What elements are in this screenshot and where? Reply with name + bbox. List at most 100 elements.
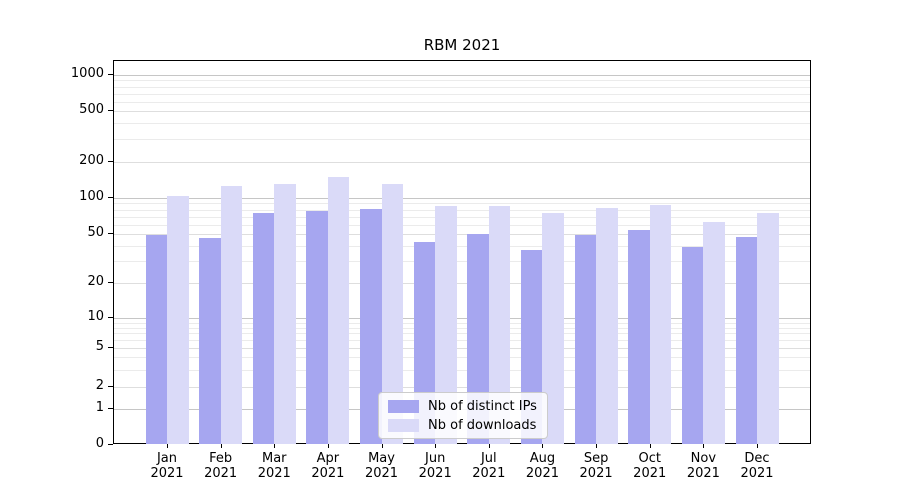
minor-gridline-40 [114, 245, 810, 247]
x-tick-label-dec: Dec 2021 [740, 451, 774, 481]
minor-gridline-90 [114, 203, 810, 205]
bar-downloads-jun [435, 205, 457, 444]
gridline-1000 [114, 75, 810, 76]
gridline-500 [114, 111, 810, 112]
y-tick-1000 [108, 74, 113, 75]
minor-gridline-80 [114, 209, 810, 211]
legend-item-downloads: Nb of downloads [388, 417, 537, 433]
x-tick-label-apr: Apr 2021 [311, 451, 345, 481]
x-tick-jan [167, 444, 168, 448]
x-tick-feb [220, 444, 222, 448]
x-tick-may [381, 444, 383, 448]
x-tick-sep [596, 444, 598, 448]
y-tick-label-50: 50 [87, 225, 104, 240]
minor-gridline-8 [114, 327, 810, 329]
bar-distinct-ips-sep [574, 235, 597, 444]
gridline-100 [114, 198, 810, 199]
x-tick-dec [757, 444, 758, 448]
minor-gridline-700 [114, 93, 810, 95]
bar-downloads-jul [488, 205, 511, 444]
x-tick-label-sep: Sep 2021 [579, 451, 613, 481]
x-tick-label-may: May 2021 [364, 451, 399, 481]
x-tick-apr [327, 444, 329, 448]
minor-gridline-70 [114, 216, 810, 218]
bar-downloads-jan [167, 196, 189, 444]
x-tick-label-mar: Mar 2021 [257, 451, 291, 481]
x-tick-mar [274, 444, 276, 448]
y-tick-100 [108, 197, 113, 198]
minor-gridline-300 [114, 139, 810, 141]
bar-downloads-aug [542, 212, 564, 444]
minor-gridline-400 [114, 123, 810, 125]
y-tick-10 [108, 317, 113, 318]
gridline-10 [114, 318, 810, 319]
legend-swatch-downloads [388, 418, 419, 432]
bar-downloads-feb [220, 186, 243, 444]
legend-label-distinct-ips: Nb of distinct IPs [428, 398, 537, 414]
y-tick-label-10: 10 [87, 309, 104, 324]
legend: Nb of distinct IPs Nb of downloads [378, 392, 548, 439]
bar-downloads-oct [649, 205, 672, 444]
minor-gridline-9 [114, 322, 810, 324]
x-tick-jun [435, 444, 437, 448]
x-tick-aug [542, 444, 544, 448]
bar-distinct-ips-oct [628, 230, 650, 444]
x-tick-nov [703, 444, 705, 448]
minor-gridline-3 [114, 369, 810, 371]
minor-gridline-900 [114, 80, 810, 82]
minor-gridline-800 [114, 86, 810, 88]
y-tick-20 [108, 282, 113, 283]
x-tick-jul [488, 444, 490, 448]
plot-area [113, 60, 811, 444]
x-tick-label-oct: Oct 2021 [633, 451, 667, 481]
bar-distinct-ips-nov [681, 247, 704, 444]
gridline-200 [114, 162, 810, 163]
y-tick-label-100: 100 [79, 189, 104, 204]
legend-swatch-distinct-ips [388, 399, 419, 413]
y-tick-label-200: 200 [79, 153, 104, 168]
gridline-5 [114, 348, 810, 349]
minor-gridline-600 [114, 101, 810, 103]
y-tick-label-500: 500 [79, 102, 104, 117]
x-tick-label-feb: Feb 2021 [204, 451, 238, 481]
bar-distinct-ips-mar [252, 212, 275, 444]
bar-downloads-sep [596, 208, 618, 444]
minor-gridline-30 [114, 261, 810, 263]
x-tick-oct [649, 444, 651, 448]
minor-gridline-7 [114, 333, 810, 335]
legend-item-distinct-ips: Nb of distinct IPs [388, 398, 537, 414]
x-tick-label-nov: Nov 2021 [686, 451, 720, 481]
y-tick-200 [108, 161, 113, 162]
y-tick-label-1000: 1000 [70, 66, 104, 81]
y-tick-50 [108, 233, 113, 234]
y-tick-label-5: 5 [95, 339, 104, 354]
bar-downloads-nov [703, 221, 725, 444]
minor-gridline-60 [114, 224, 810, 226]
chart-title: RBM 2021 [423, 36, 501, 54]
bar-distinct-ips-jan [145, 235, 167, 444]
bar-downloads-apr [327, 176, 350, 444]
bar-distinct-ips-feb [199, 238, 221, 444]
bar-downloads-may [381, 183, 404, 444]
y-tick-label-20: 20 [87, 274, 104, 289]
minor-gridline-4 [114, 357, 810, 359]
legend-label-downloads: Nb of downloads [428, 417, 537, 433]
bar-distinct-ips-may [360, 208, 382, 444]
x-tick-label-jan: Jan 2021 [150, 451, 184, 481]
y-tick-2 [108, 386, 113, 387]
bar-distinct-ips-apr [306, 210, 328, 444]
x-tick-label-jul: Jul 2021 [472, 451, 506, 481]
x-tick-label-aug: Aug 2021 [525, 451, 559, 481]
y-tick-500 [108, 110, 113, 111]
gridline-20 [114, 283, 810, 284]
bar-distinct-ips-dec [735, 237, 757, 444]
x-tick-label-jun: Jun 2021 [418, 451, 452, 481]
minor-gridline-6 [114, 340, 810, 342]
y-tick-label-0: 0 [95, 436, 104, 451]
y-tick-label-2: 2 [95, 378, 104, 393]
bar-downloads-mar [274, 184, 296, 444]
bar-distinct-ips-jul [467, 234, 489, 444]
y-tick-label-1: 1 [95, 400, 104, 415]
y-tick-0 [108, 444, 113, 445]
